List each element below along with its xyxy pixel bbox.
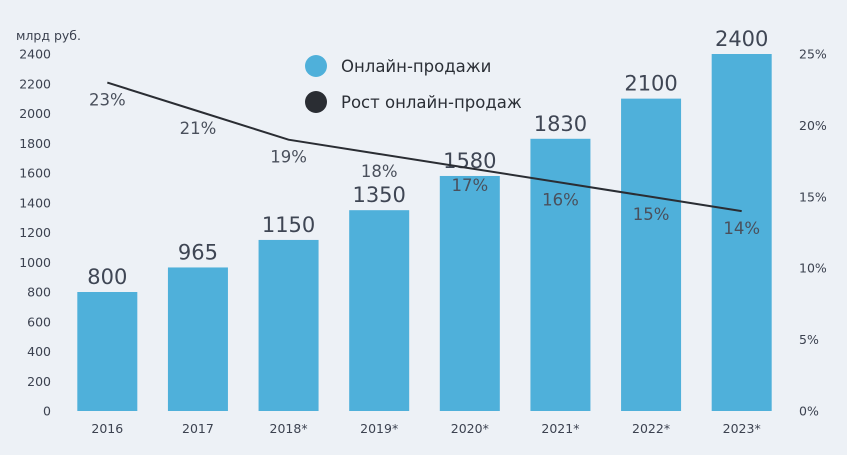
- y-left-tick-label: 1400: [19, 195, 51, 210]
- y-right-tick-label: 0%: [799, 404, 819, 419]
- y-left-tick-label: 2200: [19, 76, 51, 91]
- bar-value-label: 800: [87, 265, 127, 289]
- bar-value-label: 1350: [352, 183, 405, 207]
- growth-value-label: 18%: [361, 162, 398, 181]
- x-tick-label: 2020*: [451, 421, 489, 436]
- bar: [77, 292, 138, 411]
- growth-value-label: 19%: [270, 148, 307, 167]
- bar: [621, 98, 682, 411]
- y-right-tick-label: 15%: [799, 189, 827, 204]
- x-tick-label: 2018*: [270, 421, 308, 436]
- bar: [349, 210, 410, 411]
- y-right-tick-label: 5%: [799, 332, 819, 347]
- y-right-tick-label: 25%: [799, 47, 827, 62]
- y-left-tick-label: 0: [43, 404, 51, 419]
- bar: [711, 54, 772, 411]
- legend: Онлайн-продажи Рост онлайн-продаж: [305, 55, 522, 113]
- y-left-tick-label: 1800: [19, 136, 51, 151]
- y-left-tick-label: 1200: [19, 225, 51, 240]
- growth-value-label: 16%: [542, 191, 579, 210]
- bar-series: 800 965 1150 1350 1580 1830 2100 2400: [77, 27, 772, 411]
- bar-value-label: 2100: [624, 72, 677, 96]
- bar-value-label: 1150: [262, 213, 315, 237]
- legend-line-label: Рост онлайн-продаж: [341, 93, 522, 112]
- x-tick-label: 2021*: [541, 421, 579, 436]
- y-left-axis: 0 200 400 600 800 1000 1200 1400 1600 1800 2000 220…: [19, 47, 51, 419]
- bar: [258, 239, 319, 411]
- growth-value-label: 15%: [633, 205, 670, 224]
- growth-value-label: 14%: [723, 219, 760, 238]
- bar-value-label: 2400: [715, 27, 768, 51]
- growth-line: [107, 81, 742, 213]
- bar: [530, 138, 591, 411]
- growth-value-label: 21%: [180, 119, 217, 138]
- y-left-tick-label: 600: [27, 314, 51, 329]
- y-left-tick-label: 1000: [19, 255, 51, 270]
- y-left-tick-label: 2000: [19, 106, 51, 121]
- x-tick-label: 2022*: [632, 421, 670, 436]
- line-series: 23% 21% 19% 18% 17% 16% 15% 14%: [89, 81, 760, 238]
- x-axis: 2016 2017 2018* 2019* 2020* 2021* 2022* 2023*: [91, 421, 760, 436]
- legend-line-swatch: [305, 91, 327, 113]
- x-tick-label: 2017: [182, 421, 214, 436]
- bar-value-label: 1830: [534, 112, 587, 136]
- growth-value-label: 17%: [451, 176, 488, 195]
- y-left-tick-label: 2400: [19, 47, 51, 62]
- bar-value-label: 1580: [443, 149, 496, 173]
- y-left-tick-label: 800: [27, 285, 51, 300]
- y-right-axis: 0% 5% 10% 15% 20% 25%: [799, 47, 827, 419]
- legend-bar-label: Онлайн-продажи: [341, 57, 491, 76]
- y-unit-label: млрд руб.: [16, 28, 81, 43]
- growth-value-label: 23%: [89, 91, 126, 110]
- x-tick-label: 2016: [91, 421, 123, 436]
- y-left-tick-label: 400: [27, 344, 51, 359]
- y-left-tick-label: 200: [27, 374, 51, 389]
- bar-value-label: 965: [178, 240, 218, 264]
- bar: [439, 175, 500, 411]
- x-tick-label: 2023*: [723, 421, 761, 436]
- y-left-tick-label: 1600: [19, 166, 51, 181]
- y-right-tick-label: 20%: [799, 118, 827, 133]
- x-tick-label: 2019*: [360, 421, 398, 436]
- legend-bar-swatch: [305, 55, 327, 77]
- bar: [167, 267, 228, 411]
- y-right-tick-label: 10%: [799, 261, 827, 276]
